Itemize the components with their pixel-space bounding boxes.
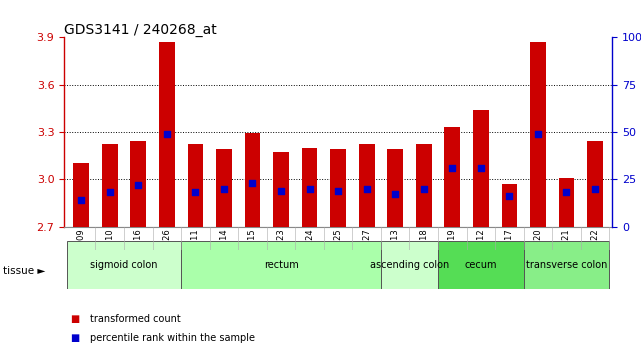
Point xyxy=(104,190,115,195)
Bar xyxy=(473,110,488,227)
Bar xyxy=(273,152,289,227)
Text: GDS3141 / 240268_at: GDS3141 / 240268_at xyxy=(64,23,217,37)
Bar xyxy=(73,164,89,227)
Point xyxy=(476,165,486,171)
Point xyxy=(133,182,144,188)
Text: transverse colon: transverse colon xyxy=(526,259,607,270)
Bar xyxy=(330,149,346,227)
Text: tissue ►: tissue ► xyxy=(3,266,46,276)
Point xyxy=(533,131,543,137)
Point xyxy=(162,131,172,137)
Bar xyxy=(302,148,317,227)
Text: sigmoid colon: sigmoid colon xyxy=(90,259,158,270)
Point xyxy=(190,190,201,195)
Bar xyxy=(67,241,181,289)
Text: percentile rank within the sample: percentile rank within the sample xyxy=(90,333,254,343)
Bar xyxy=(501,184,517,227)
Point xyxy=(447,165,458,171)
Bar xyxy=(216,149,232,227)
Point xyxy=(590,186,600,192)
Point xyxy=(276,188,286,193)
Bar xyxy=(188,144,203,227)
Point xyxy=(76,197,87,203)
Bar xyxy=(159,42,175,227)
Bar xyxy=(131,141,146,227)
Bar xyxy=(530,42,545,227)
Point xyxy=(333,188,344,193)
Bar xyxy=(181,241,381,289)
Text: cecum: cecum xyxy=(465,259,497,270)
Bar xyxy=(524,241,610,289)
Bar xyxy=(102,144,117,227)
Point xyxy=(419,186,429,192)
Point xyxy=(219,186,229,192)
Point xyxy=(247,180,258,186)
Bar xyxy=(245,133,260,227)
Bar xyxy=(381,241,438,289)
Bar xyxy=(359,144,374,227)
Text: ■: ■ xyxy=(71,314,79,324)
Bar xyxy=(587,141,603,227)
Text: rectum: rectum xyxy=(263,259,299,270)
Text: transformed count: transformed count xyxy=(90,314,181,324)
Point xyxy=(362,186,372,192)
Point xyxy=(504,193,515,199)
Point xyxy=(562,190,572,195)
Bar xyxy=(416,144,431,227)
Bar xyxy=(387,149,403,227)
Text: ascending colon: ascending colon xyxy=(370,259,449,270)
Text: ■: ■ xyxy=(71,333,79,343)
Bar xyxy=(444,127,460,227)
Point xyxy=(304,186,315,192)
Bar xyxy=(438,241,524,289)
Point xyxy=(390,192,401,197)
Bar xyxy=(559,178,574,227)
